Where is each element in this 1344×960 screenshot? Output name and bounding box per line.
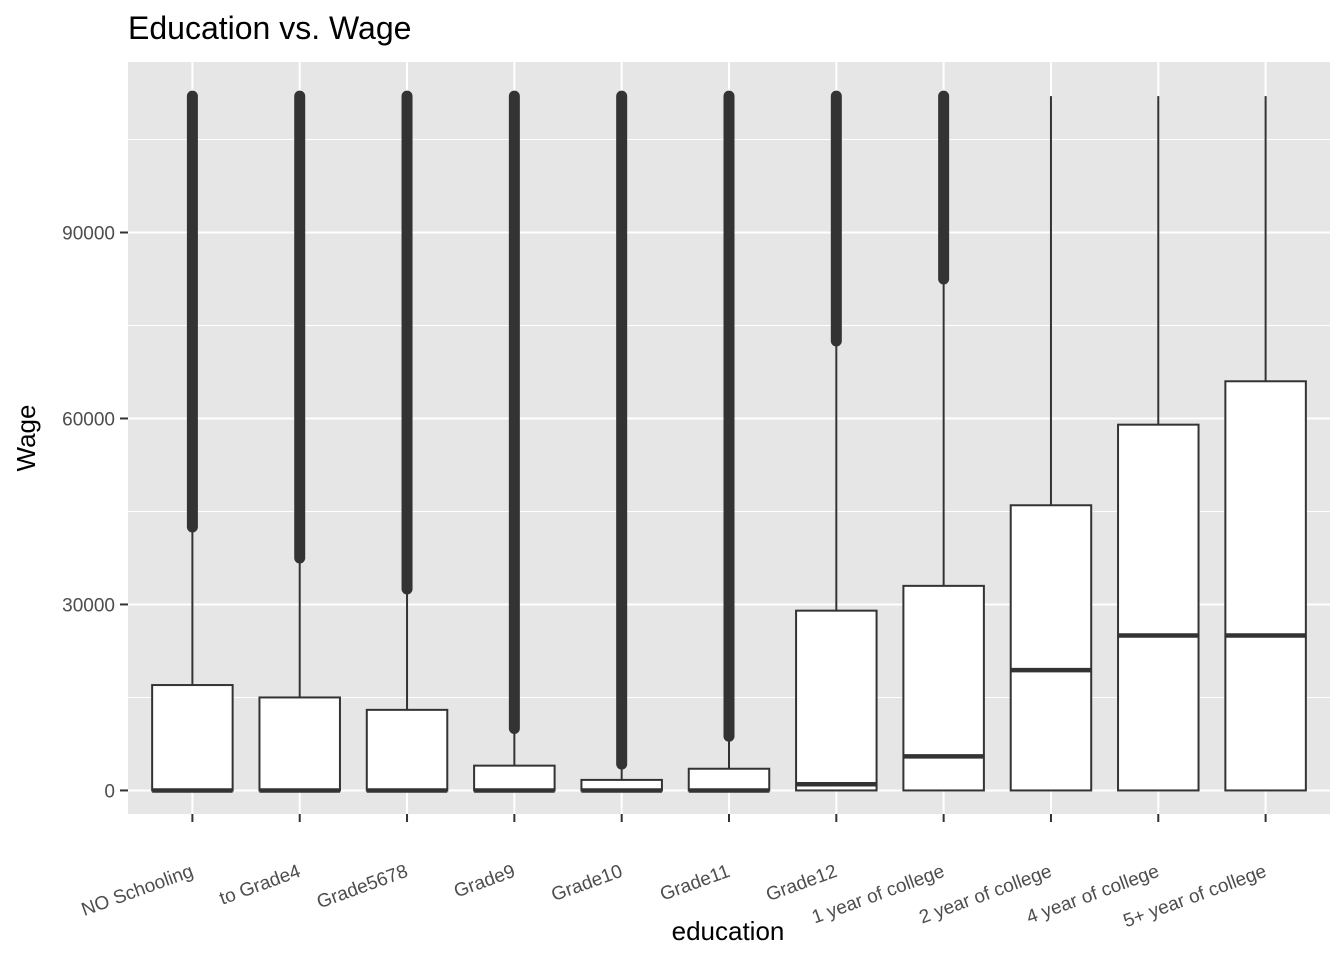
iqr-box [1117, 423, 1200, 792]
y-axis: 0 30000 60000 90000 [62, 223, 128, 802]
x-tick-label: Grade12 [763, 861, 840, 906]
iqr-box [365, 708, 449, 792]
box-1 [151, 90, 234, 793]
y-tick-label: 90000 [62, 223, 115, 244]
iqr-box [902, 584, 985, 792]
x-tick-label: Grade5678 [314, 861, 411, 913]
box-5 [580, 90, 663, 793]
iqr-box [258, 696, 341, 792]
y-tick-label: 0 [104, 781, 115, 802]
x-tick-label: NO Schooling [79, 861, 196, 921]
y-tick-label: 30000 [62, 595, 115, 616]
x-tick-label: Grade10 [549, 861, 626, 906]
y-axis-title: Wage [11, 405, 41, 472]
iqr-box [795, 609, 878, 792]
x-tick-label: to Grade4 [217, 861, 304, 910]
box-3 [365, 90, 449, 793]
box-2 [258, 90, 341, 793]
box-8 [902, 90, 985, 792]
box-11 [1224, 96, 1307, 792]
box-6 [687, 90, 771, 793]
chart-title: Education vs. Wage [128, 10, 411, 46]
x-tick-label: Grade11 [657, 861, 732, 906]
iqr-box [1009, 504, 1093, 792]
x-tick-label: Grade9 [451, 861, 518, 902]
iqr-box [1224, 380, 1307, 792]
box-7 [795, 90, 878, 792]
iqr-box [151, 684, 234, 792]
box-9 [1009, 96, 1093, 792]
x-axis-title: education [672, 916, 785, 946]
box-10 [1117, 96, 1200, 792]
y-tick-label: 60000 [62, 409, 115, 430]
iqr-box [687, 767, 771, 792]
iqr-box [473, 764, 556, 792]
x-axis: NO Schooling to Grade4 Grade5678 Grade9 Grad… [79, 814, 1269, 932]
boxes [151, 90, 1307, 793]
box-4 [473, 90, 556, 793]
